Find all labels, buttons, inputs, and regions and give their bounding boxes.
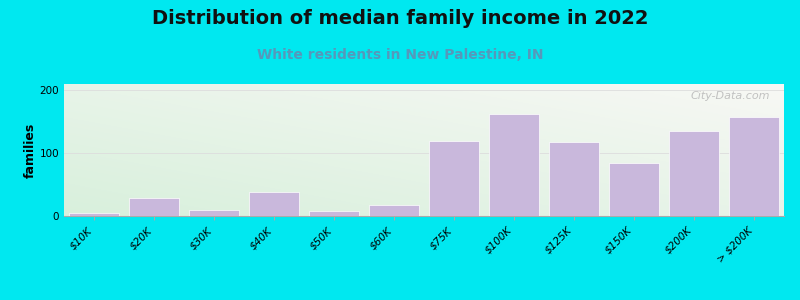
Bar	[70, 213, 118, 216]
Bar	[550, 142, 598, 216]
Bar	[190, 210, 238, 216]
Y-axis label: families: families	[24, 122, 37, 178]
Bar	[250, 192, 298, 216]
Bar	[430, 141, 478, 216]
Text: White residents in New Palestine, IN: White residents in New Palestine, IN	[257, 48, 543, 62]
Text: Distribution of median family income in 2022: Distribution of median family income in …	[152, 9, 648, 28]
Bar	[730, 117, 778, 216]
Bar	[370, 205, 418, 216]
Bar	[610, 163, 658, 216]
Bar	[310, 211, 358, 216]
Bar	[490, 113, 538, 216]
Bar	[670, 131, 718, 216]
Text: City-Data.com: City-Data.com	[690, 91, 770, 100]
Bar	[130, 198, 178, 216]
